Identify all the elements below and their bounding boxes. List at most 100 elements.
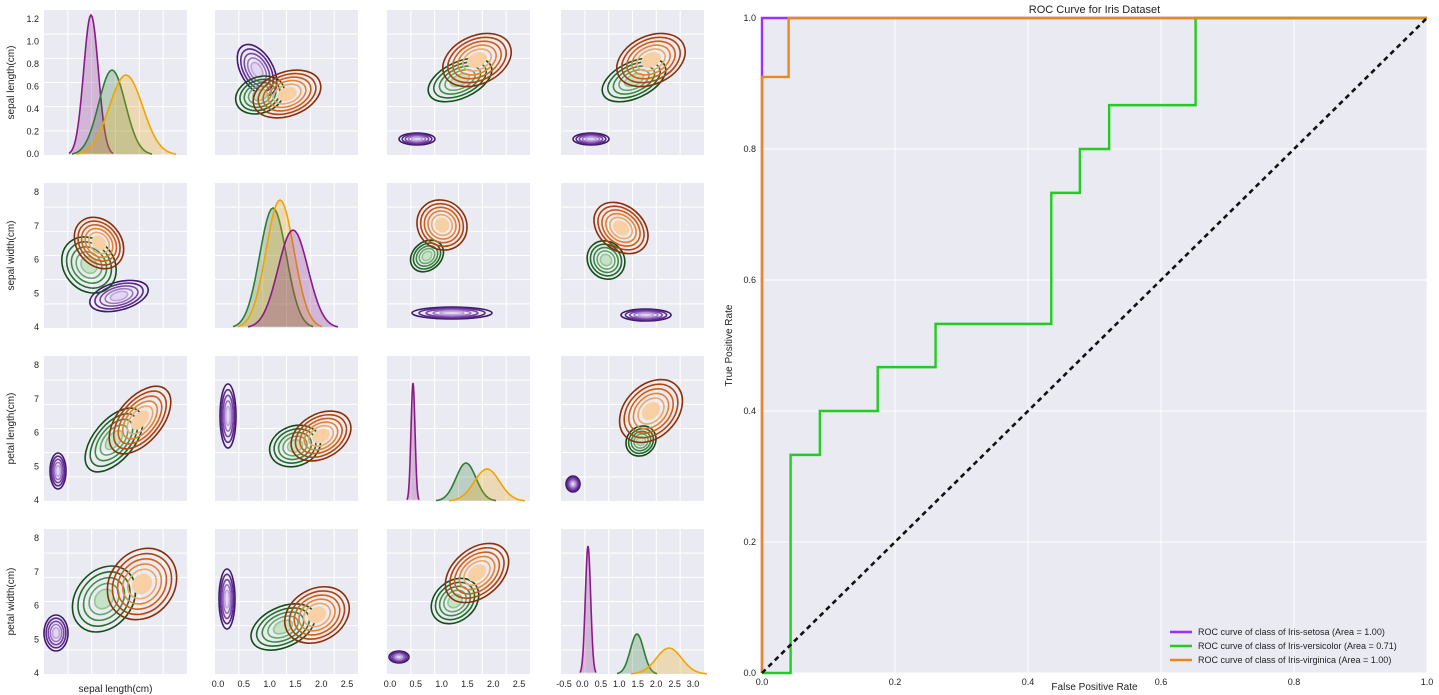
kde-line bbox=[616, 633, 658, 675]
row-label-2: petal length(cm) bbox=[6, 393, 17, 465]
kde-contour bbox=[250, 61, 264, 79]
kde-line bbox=[630, 647, 708, 675]
kde-fill bbox=[617, 634, 657, 674]
kde-contour bbox=[243, 81, 277, 109]
roc-series-1 bbox=[762, 16, 1427, 675]
kde-contour bbox=[267, 615, 299, 639]
kde-contour bbox=[628, 310, 663, 320]
roc-legend-label: ROC curve of class of Iris-setosa (Area … bbox=[1198, 627, 1385, 637]
row-2-ytick: 6 bbox=[34, 428, 39, 438]
roc-chance-line bbox=[761, 17, 1428, 674]
roc-ytick-label: 0.4 bbox=[743, 406, 756, 416]
roc-ytick-label: 0.0 bbox=[743, 668, 756, 678]
kde-contour bbox=[220, 388, 236, 444]
roc-series-2 bbox=[760, 16, 1427, 673]
kde-contour bbox=[284, 585, 350, 645]
pairplot-panel-0-1 bbox=[215, 10, 358, 155]
kde-contour bbox=[572, 132, 610, 146]
pairplot-panel-1-3 bbox=[561, 183, 704, 328]
kde-contour bbox=[641, 52, 661, 68]
kde-contour bbox=[50, 455, 66, 487]
kde-contour bbox=[632, 392, 670, 430]
kde-contour bbox=[398, 132, 436, 146]
kde-contour bbox=[625, 425, 657, 457]
kde-contour bbox=[444, 68, 476, 92]
kde-fill bbox=[436, 463, 496, 501]
kde-contour bbox=[109, 290, 129, 302]
row-2-ytick: 5 bbox=[34, 461, 39, 471]
row-0-ytick: 0.4 bbox=[26, 104, 39, 114]
kde-contour bbox=[312, 428, 330, 444]
kde-contour bbox=[223, 589, 231, 609]
kde-contour bbox=[116, 558, 168, 610]
pairplot-panel-0-0 bbox=[44, 10, 187, 155]
kde-contour bbox=[439, 310, 465, 316]
kde-contour bbox=[389, 651, 409, 663]
kde-contour bbox=[410, 136, 424, 142]
kde-contour bbox=[449, 546, 505, 600]
pairplot-figure: 0.0 0.2 0.4 0.6 0.8 1.0 1.2 sepal length(cm) 4 5 6… bbox=[6, 10, 708, 695]
kde-line bbox=[237, 199, 323, 328]
kde-contour bbox=[418, 307, 486, 319]
kde-contour bbox=[457, 44, 497, 76]
kde-contour bbox=[467, 52, 487, 68]
kde-contour bbox=[624, 309, 668, 321]
kde-contour bbox=[91, 235, 107, 251]
row-3-ytick: 8 bbox=[34, 533, 39, 543]
kde-contour bbox=[581, 135, 601, 143]
kde-contour bbox=[131, 410, 149, 430]
pairplot-panel-1-1 bbox=[215, 183, 358, 328]
kde-contour bbox=[393, 653, 405, 661]
kde-line bbox=[406, 382, 420, 500]
col-1-xtick: 0.5 bbox=[238, 679, 251, 689]
pairplot-panel-0-2 bbox=[387, 10, 530, 155]
kde-contour bbox=[463, 559, 491, 587]
kde-contour bbox=[218, 568, 236, 630]
kde-contour bbox=[262, 76, 312, 112]
kde-contour bbox=[65, 241, 113, 289]
kde-contour bbox=[421, 250, 433, 262]
kde-contour bbox=[416, 199, 468, 251]
col-3-xtick: 1.0 bbox=[613, 679, 626, 689]
kde-fill bbox=[233, 208, 313, 327]
kde-contour bbox=[126, 568, 158, 600]
kde-contour bbox=[596, 250, 616, 270]
kde-contour bbox=[49, 452, 67, 490]
kde-contour bbox=[407, 135, 427, 143]
col-1-xtick: 2.5 bbox=[341, 679, 354, 689]
col-3-xtick: 2.5 bbox=[668, 679, 681, 689]
kde-contour bbox=[53, 461, 63, 481]
kde-contour bbox=[99, 285, 139, 307]
kde-line bbox=[579, 545, 597, 673]
col-2-xtick: 1.0 bbox=[435, 679, 448, 689]
roc-xtick-label: 0.0 bbox=[756, 677, 769, 687]
roc-xtick-label: 0.8 bbox=[1288, 677, 1301, 687]
row-3-ytick: 5 bbox=[34, 634, 39, 644]
col-1-xtick: 1.0 bbox=[263, 679, 276, 689]
kde-contour bbox=[70, 246, 108, 284]
pairplot-panel-1-0 bbox=[44, 183, 187, 328]
kde-contour bbox=[51, 626, 61, 640]
bottom-xlabel: sepal length(cm) bbox=[79, 684, 153, 695]
kde-contour bbox=[411, 306, 493, 320]
row-0-ytick: 0.8 bbox=[26, 59, 39, 69]
roc-xtick-label: 0.2 bbox=[889, 677, 902, 687]
kde-contour bbox=[104, 287, 134, 305]
kde-contour bbox=[293, 594, 341, 636]
col-2-xtick: 1.5 bbox=[461, 679, 474, 689]
kde-contour bbox=[409, 239, 445, 273]
kde-contour bbox=[609, 216, 633, 240]
kde-contour bbox=[434, 581, 476, 621]
kde-contour bbox=[302, 602, 332, 628]
row-0-ytick: 0.2 bbox=[26, 127, 39, 137]
row-1-ytick: 4 bbox=[34, 322, 39, 332]
kde-contour bbox=[99, 424, 129, 456]
roc-legend-label: ROC curve of class of Iris-virginica (Ar… bbox=[1198, 655, 1391, 665]
kde-contour bbox=[294, 413, 348, 459]
kde-contour bbox=[453, 551, 501, 595]
kde-contour bbox=[257, 72, 317, 116]
kde-contour bbox=[222, 584, 232, 614]
kde-contour bbox=[52, 458, 64, 484]
kde-line bbox=[68, 13, 114, 155]
kde-contour bbox=[77, 220, 121, 266]
